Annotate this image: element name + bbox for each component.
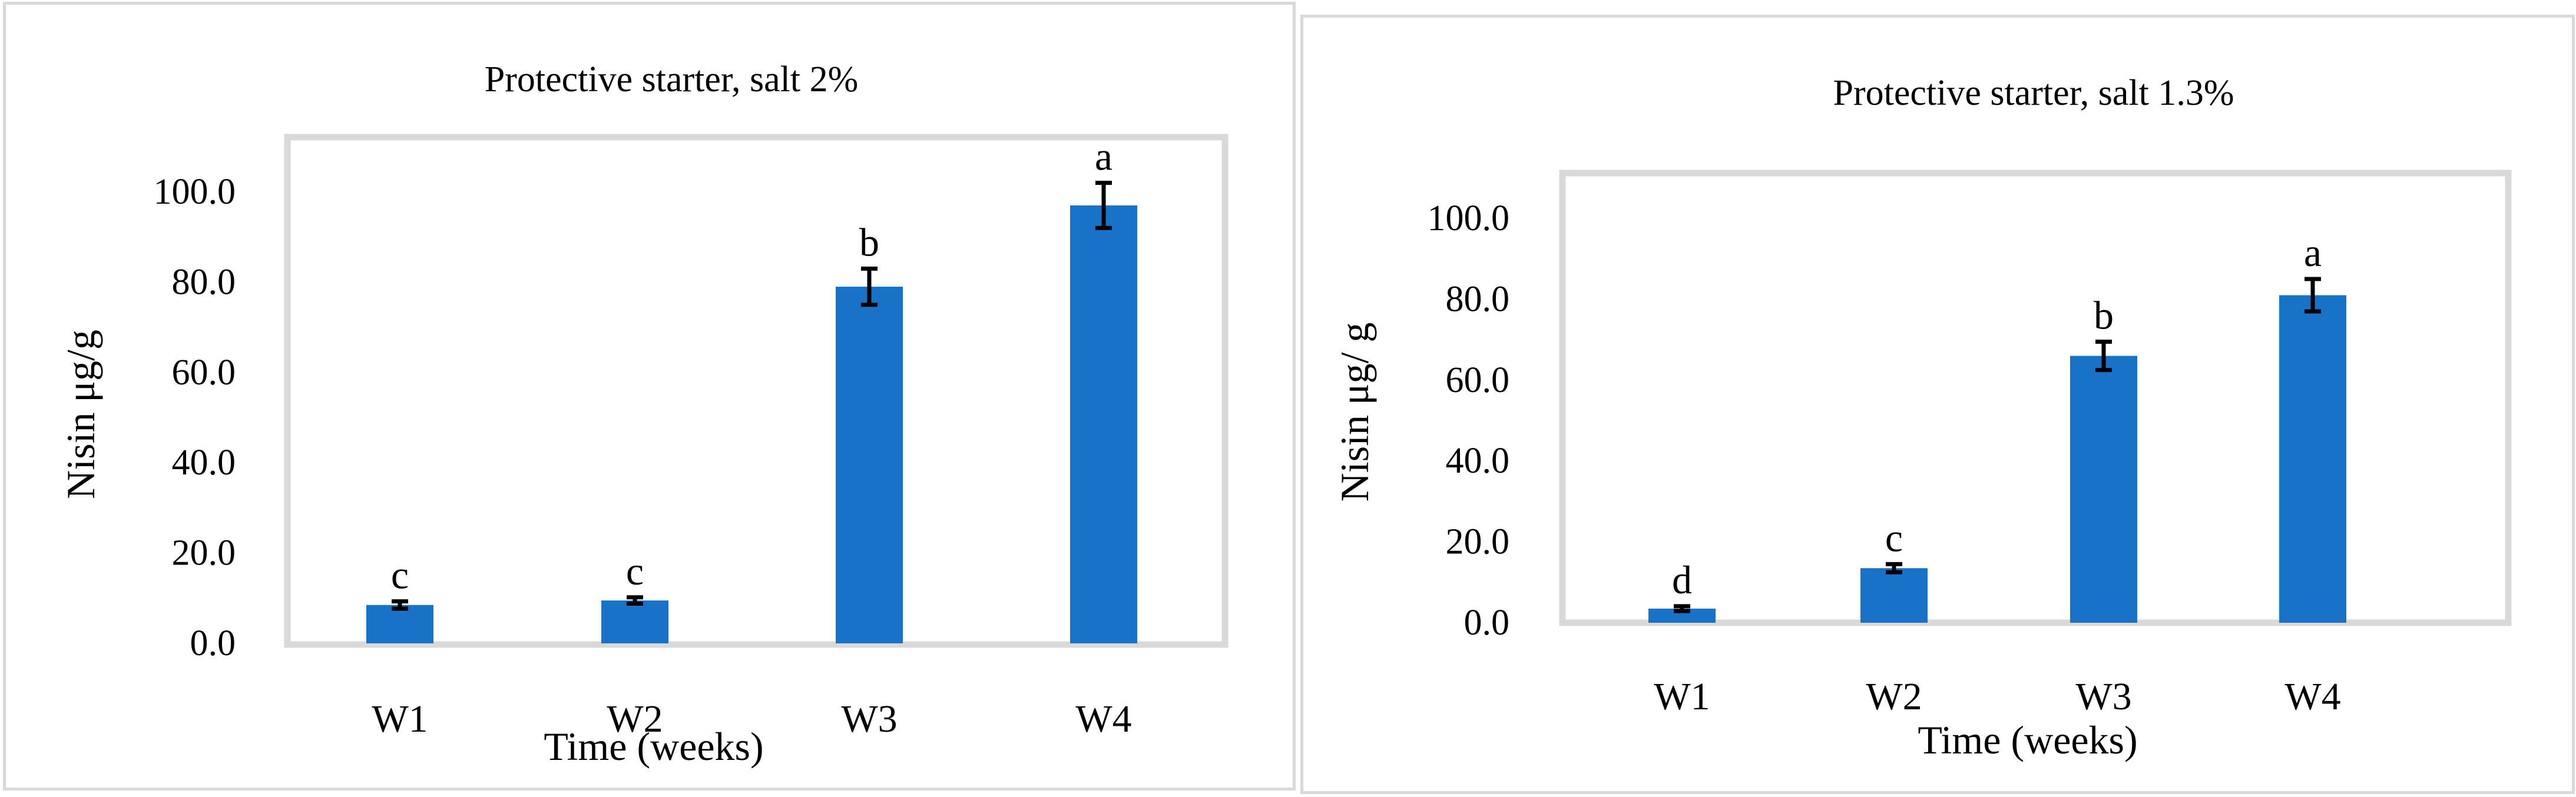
bar-w3 xyxy=(836,287,903,643)
significance-letter: b xyxy=(859,220,879,264)
x-category-label: W4 xyxy=(1075,698,1131,740)
x-category-label: W2 xyxy=(1866,675,1922,718)
bar-w2 xyxy=(1860,568,1928,623)
plot-area-frame xyxy=(1559,170,2512,626)
bar-w3 xyxy=(2070,356,2137,623)
significance-letter: c xyxy=(1885,515,1903,560)
chart-svg-salt-2: Protective starter, salt 2% 0.0 20.0 40.0 60… xyxy=(58,59,1229,769)
error-bar xyxy=(1674,604,1690,613)
error-bar xyxy=(1095,181,1112,230)
y-tick-label: 40.0 xyxy=(172,443,236,483)
significance-letter: c xyxy=(391,553,409,597)
y-tick-label: 60.0 xyxy=(172,353,236,393)
y-tick-label: 20.0 xyxy=(1446,522,1510,562)
y-tick-label: 100.0 xyxy=(154,172,236,212)
error-bar xyxy=(861,266,878,307)
x-category-label: W3 xyxy=(841,698,897,740)
bar-w4 xyxy=(1070,205,1137,643)
y-tick-label: 60.0 xyxy=(1446,360,1510,400)
significance-letter: a xyxy=(2304,230,2322,275)
chart-title: Protective starter, salt 2% xyxy=(485,59,859,99)
y-tick-label: 0.0 xyxy=(190,623,236,663)
significance-letter: c xyxy=(626,549,644,593)
y-axis-title: Nisin μg/ g xyxy=(1332,323,1377,502)
y-tick-label: 40.0 xyxy=(1446,441,1510,481)
bar-w2 xyxy=(601,600,668,643)
error-bar xyxy=(1886,562,1902,574)
significance-letter: d xyxy=(1672,557,1692,602)
error-bar xyxy=(392,599,408,611)
chart-panel-salt-1-3: Protective starter, salt 1.3% 0.0 20.0 40.0… xyxy=(1300,15,2575,794)
y-tick-label: 80.0 xyxy=(1446,279,1510,319)
x-axis-title: Time (weeks) xyxy=(1918,718,2137,762)
chart-svg-salt-1-3: Protective starter, salt 1.3% 0.0 20.0 40.0… xyxy=(1332,73,2512,762)
y-tick-label: 100.0 xyxy=(1428,198,1510,238)
chart-title: Protective starter, salt 1.3% xyxy=(1833,73,2234,113)
significance-letter: a xyxy=(1095,134,1112,179)
bar-w4 xyxy=(2279,295,2346,623)
x-category-label: W4 xyxy=(2284,675,2340,718)
x-category-label: W3 xyxy=(2075,675,2131,718)
y-tick-label: 80.0 xyxy=(172,262,236,302)
y-axis-title: Nisin μg/g xyxy=(58,330,103,499)
y-tick-label: 20.0 xyxy=(172,533,236,573)
error-bar xyxy=(627,595,643,606)
chart-panel-salt-2: Protective starter, salt 2% 0.0 20.0 40.0 60… xyxy=(3,2,1296,791)
y-tick-label: 0.0 xyxy=(1464,603,1510,643)
error-bar xyxy=(2095,340,2112,373)
x-axis-title: Time (weeks) xyxy=(544,724,763,769)
x-category-label: W2 xyxy=(607,698,663,740)
x-category-label: W1 xyxy=(1654,675,1710,718)
x-category-label: W1 xyxy=(372,698,428,740)
significance-letter: b xyxy=(2094,293,2114,338)
bar-w1 xyxy=(366,605,433,643)
error-bar xyxy=(2305,277,2321,314)
